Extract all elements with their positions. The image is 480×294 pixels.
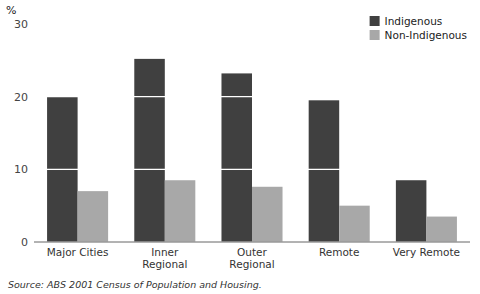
grid-line: [34, 241, 470, 242]
chart: 0102030%Major CitiesInnerRegionalOuterRe…: [0, 0, 480, 294]
bar: [339, 206, 370, 242]
x-tick-label-line: Very Remote: [393, 246, 460, 258]
legend-swatch: [370, 30, 380, 40]
y-axis-label: %: [6, 4, 16, 17]
x-tick-label-line: Outer: [237, 246, 267, 258]
bar: [252, 187, 283, 242]
x-tick-label: Major Cities: [47, 246, 109, 258]
grid-line: [34, 96, 470, 97]
x-axis-line: [34, 242, 470, 243]
x-tick-label-line: Major Cities: [47, 246, 109, 258]
x-tick-label-line: Regional: [229, 258, 274, 270]
x-tick-label: OuterRegional: [229, 246, 274, 270]
bar: [221, 73, 252, 242]
x-tick-label-line: Remote: [319, 246, 360, 258]
y-tick-label: 10: [14, 163, 28, 176]
source-note: Source: ABS 2001 Census of Population an…: [8, 279, 262, 290]
bar: [134, 59, 165, 242]
y-tick-label: 30: [14, 18, 28, 31]
legend-swatch: [370, 16, 380, 26]
x-tick-label: Remote: [319, 246, 360, 258]
grid: [34, 24, 470, 242]
x-tick-label-line: Regional: [142, 258, 187, 270]
bar: [309, 100, 340, 242]
y-tick-label: 20: [14, 91, 28, 104]
x-tick-label-line: Inner: [151, 246, 179, 258]
legend-label: Indigenous: [385, 15, 443, 27]
bar: [78, 191, 109, 242]
bars: [47, 59, 457, 242]
y-tick-label: 0: [21, 236, 28, 249]
bar: [165, 180, 196, 242]
grid-line: [34, 169, 470, 170]
x-tick-label: Very Remote: [393, 246, 460, 258]
x-tick-label: InnerRegional: [142, 246, 187, 270]
bar: [396, 180, 427, 242]
bar: [426, 217, 457, 242]
legend: Indigenous Non-Indigenous: [370, 15, 467, 41]
legend-label: Non-Indigenous: [385, 29, 467, 41]
